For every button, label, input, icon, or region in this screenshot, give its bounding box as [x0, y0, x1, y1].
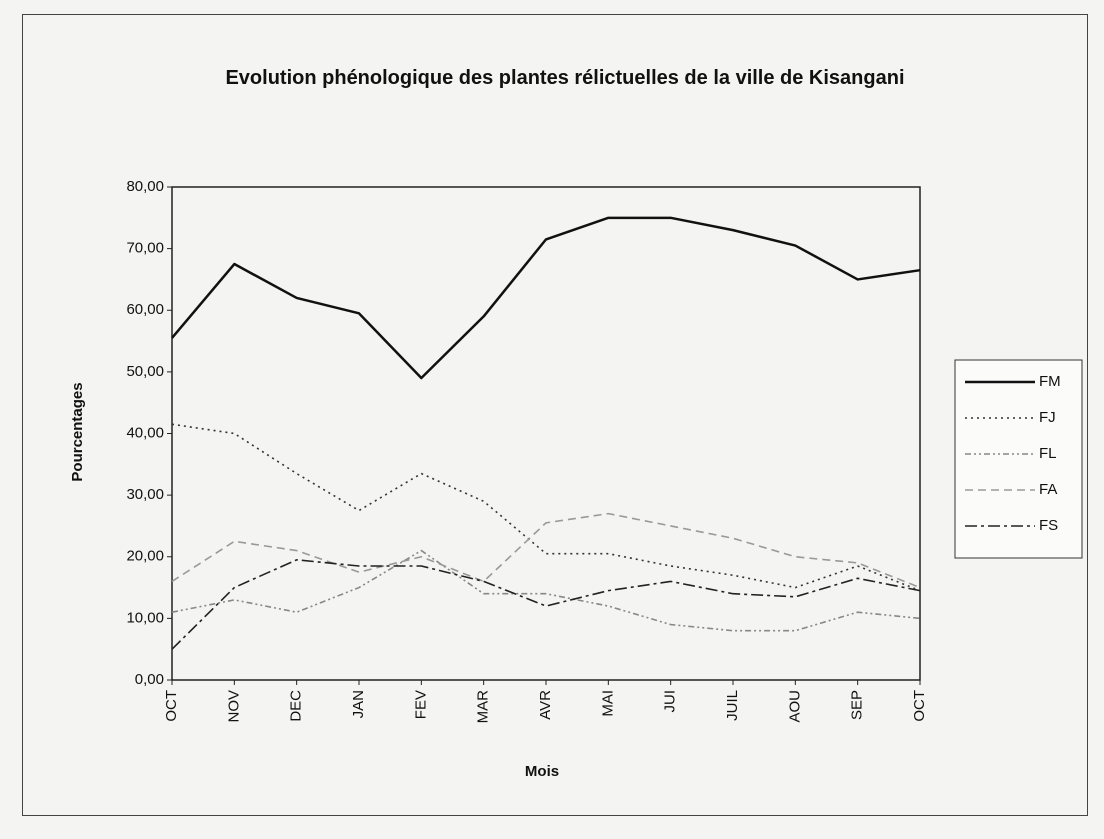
x-tick-label: JAN	[350, 690, 367, 718]
series-line	[171, 559, 921, 650]
x-tick-label: MAR	[475, 690, 492, 724]
legend-label: FJ	[1039, 409, 1056, 426]
chart-title: Evolution phénologique des plantes rélic…	[225, 67, 905, 89]
frame	[22, 14, 1088, 816]
series-line	[171, 549, 921, 632]
x-tick-label: MAI	[599, 690, 616, 717]
x-tick-label: OCT	[163, 690, 180, 722]
x-tick-label: AOU	[786, 690, 803, 723]
y-tick-label: 80,00	[126, 178, 164, 195]
series-line	[171, 216, 921, 380]
x-tick-label: FEV	[412, 690, 429, 719]
legend-label: FM	[1039, 373, 1061, 390]
legend-label: FS	[1039, 517, 1058, 534]
y-tick-label: 70,00	[126, 240, 164, 257]
legend-label: FA	[1039, 481, 1057, 498]
series-line	[171, 423, 921, 592]
x-tick-label: SEP	[849, 690, 866, 720]
x-axis-label: Mois	[525, 763, 559, 780]
x-tick-label: DEC	[288, 690, 305, 722]
y-tick-label: 40,00	[126, 424, 164, 441]
x-tick-label: NOV	[225, 690, 242, 723]
y-tick-label: 50,00	[126, 363, 164, 380]
x-tick-label: JUI	[662, 690, 679, 713]
y-tick-label: 60,00	[126, 301, 164, 318]
legend-label: FL	[1039, 445, 1057, 462]
y-tick-label: 20,00	[126, 548, 164, 565]
x-tick-label: JUIL	[724, 690, 741, 721]
y-tick-label: 30,00	[126, 486, 164, 503]
plot-area	[171, 186, 921, 681]
x-tick-label: OCT	[911, 690, 928, 722]
y-axis-label: Pourcentages	[69, 382, 86, 481]
legend-box	[954, 359, 1083, 559]
x-tick-label: AVR	[537, 690, 554, 720]
series-line	[171, 512, 921, 589]
y-tick-label: 0,00	[135, 671, 164, 688]
y-tick-label: 10,00	[126, 609, 164, 626]
